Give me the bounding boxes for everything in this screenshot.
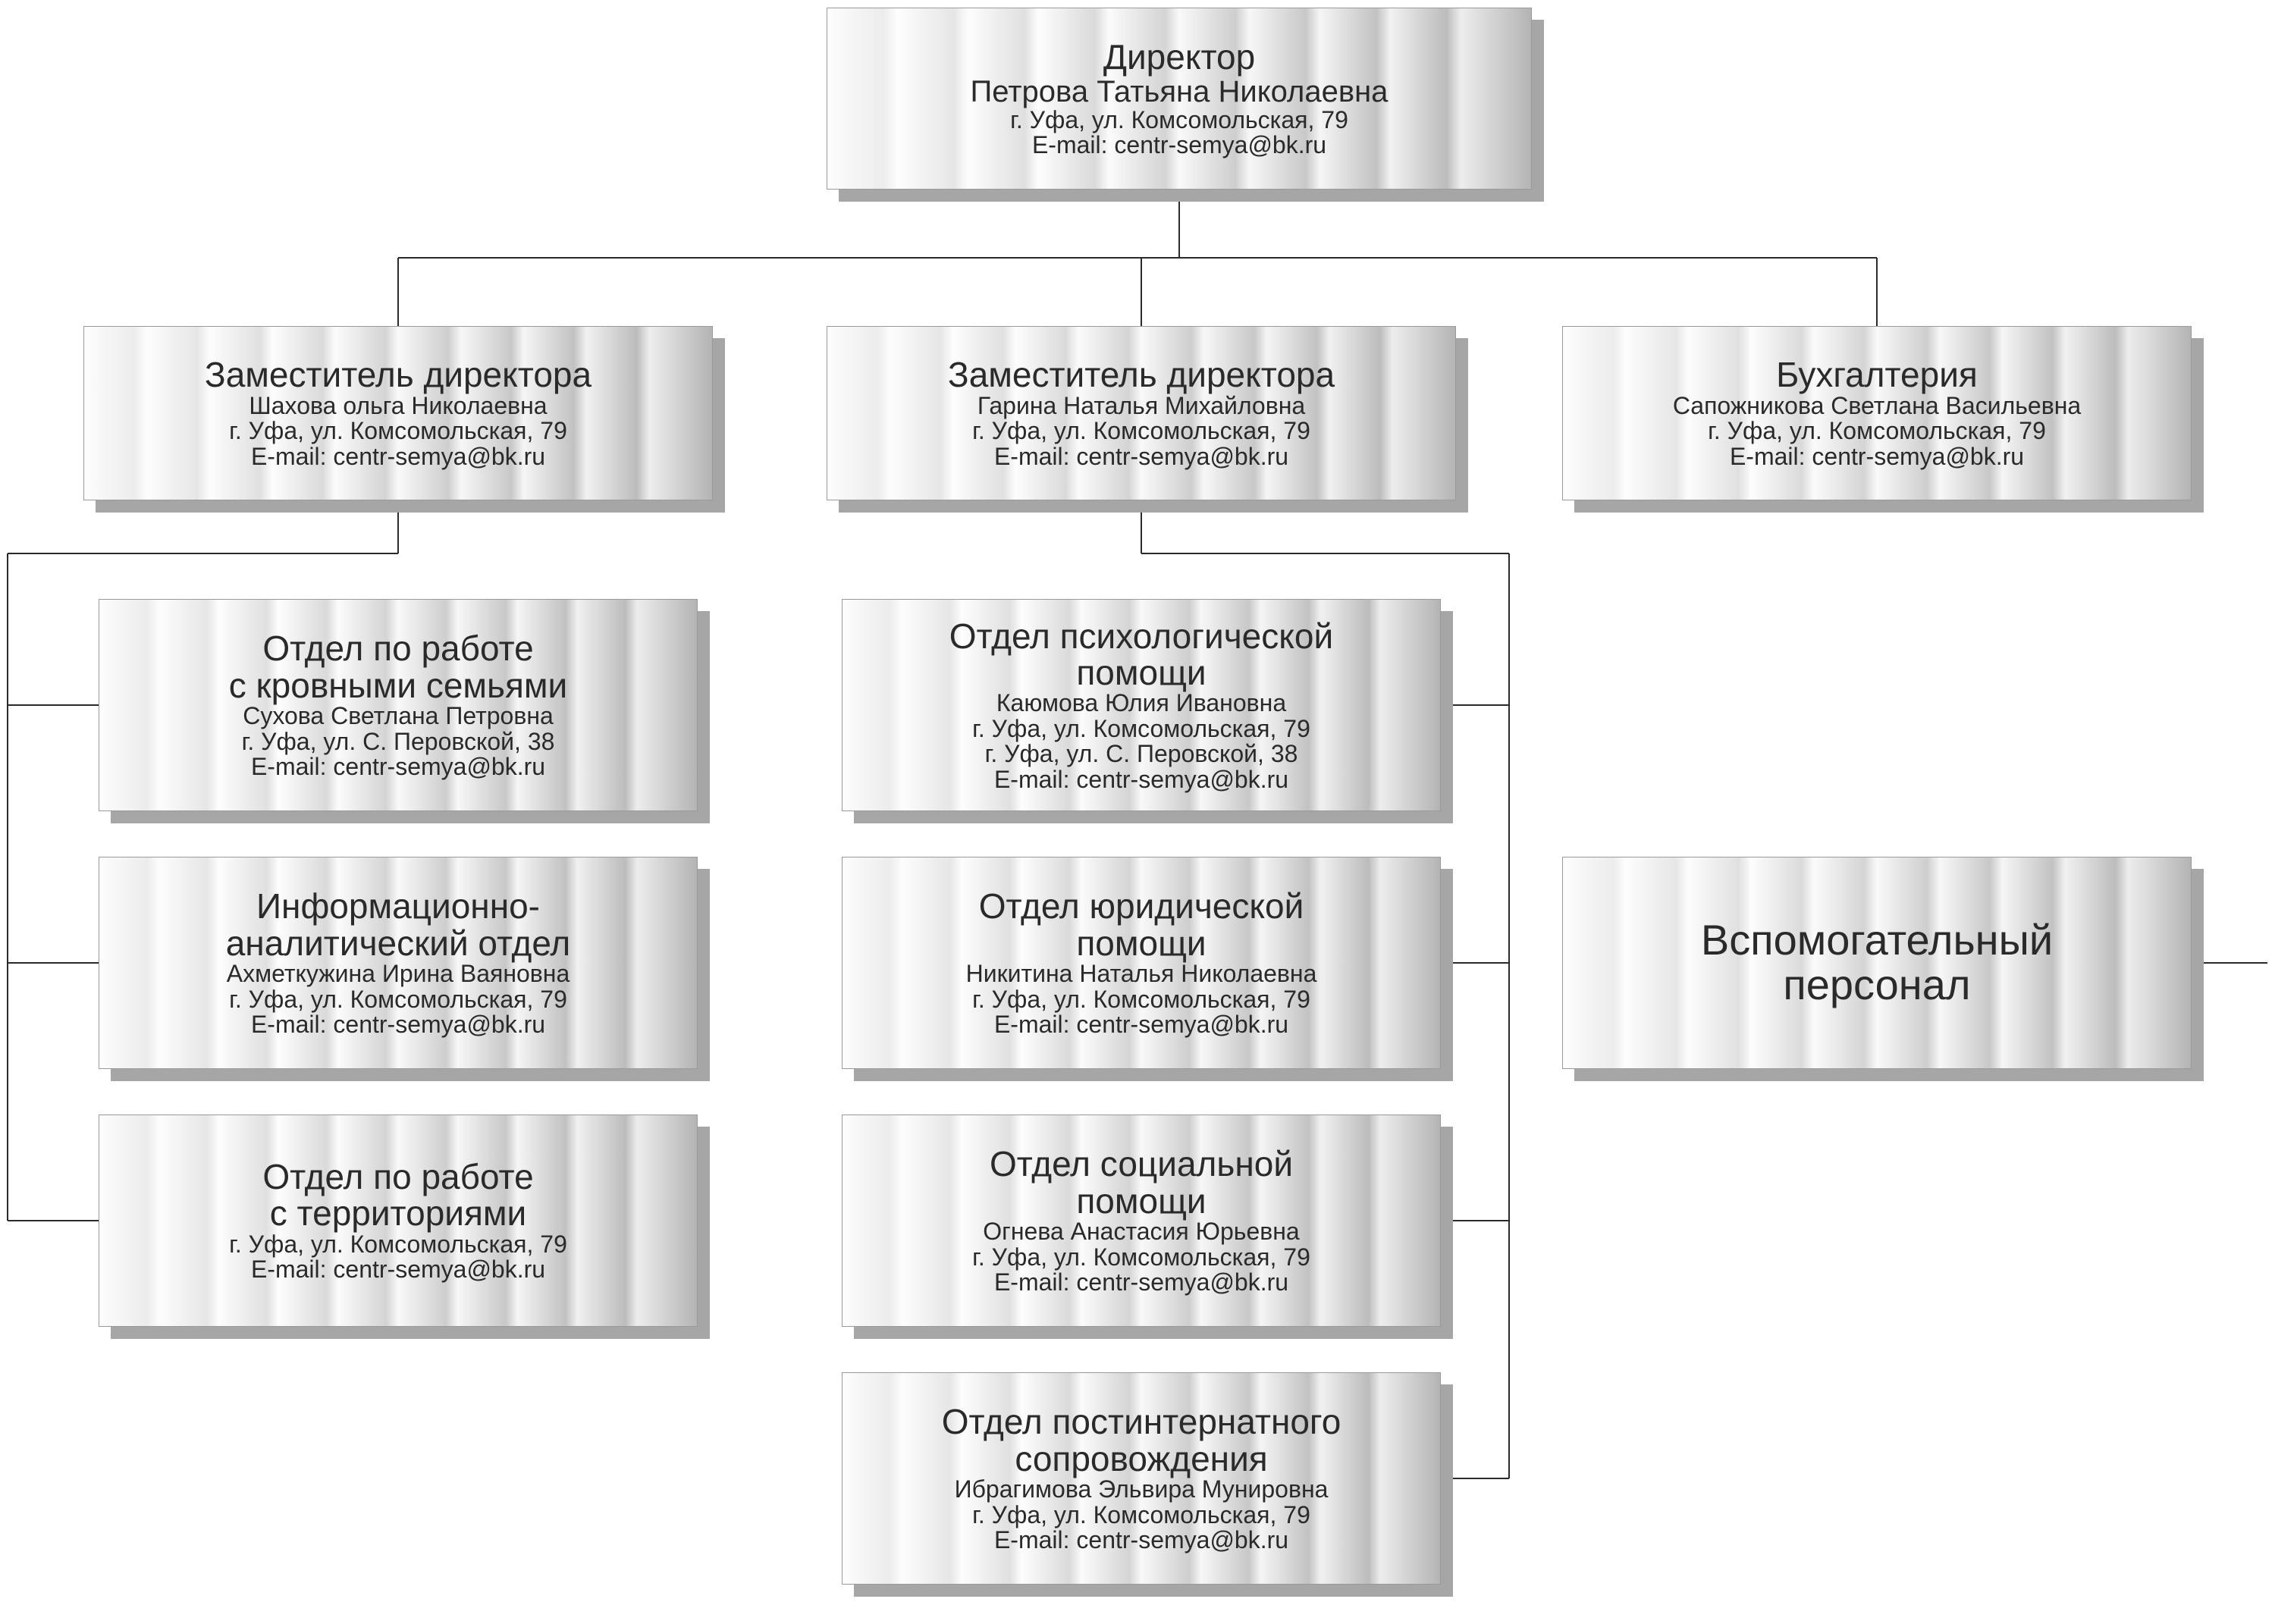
node-face: Заместитель директора Гарина Наталья Мих… [827, 326, 1456, 500]
node-face: Вспомогательный персонал [1562, 857, 2192, 1069]
node-title-l1: Отдел социальной [990, 1146, 1293, 1182]
node-dept-psychology: Отдел психологической помощи Каюмова Юли… [842, 599, 1453, 823]
node-face: Отдел юридической помощи Никитина Наталь… [842, 857, 1441, 1069]
node-address: г. Уфа, ул. Комсомольская, 79 [229, 987, 567, 1013]
node-face: Отдел социальной помощи Огнева Анастасия… [842, 1115, 1441, 1327]
node-person: Никитина Наталья Николаевна [966, 961, 1317, 987]
node-email: E-mail: centr-semya@bk.ru [994, 767, 1288, 793]
node-title-l2: с кровными семьями [229, 667, 567, 704]
node-dept-postinternat: Отдел постинтернатного сопровождения Ибр… [842, 1372, 1453, 1597]
node-email: E-mail: centr-semya@bk.ru [994, 1012, 1288, 1038]
node-title: Директор [1103, 39, 1255, 75]
node-address-1: г. Уфа, ул. Комсомольская, 79 [972, 716, 1310, 742]
node-email: E-mail: centr-semya@bk.ru [994, 444, 1288, 470]
node-director: Директор Петрова Татьяна Николаевна г. У… [827, 8, 1544, 202]
node-face: Заместитель директора Шахова ольга Никол… [83, 326, 713, 500]
node-address: г. Уфа, ул. Комсомольская, 79 [229, 1232, 567, 1258]
node-address: г. Уфа, ул. Комсомольская, 79 [972, 419, 1310, 444]
node-accounting: Бухгалтерия Сапожникова Светлана Василье… [1562, 326, 2204, 513]
node-person: Ибрагимова Эльвира Мунировна [955, 1477, 1329, 1503]
node-address: г. Уфа, ул. Комсомольская, 79 [972, 1245, 1310, 1271]
node-email: E-mail: centr-semya@bk.ru [251, 1257, 545, 1283]
node-face: Бухгалтерия Сапожникова Светлана Василье… [1562, 326, 2192, 500]
node-face: Отдел постинтернатного сопровождения Ибр… [842, 1372, 1441, 1585]
node-title: Заместитель директора [948, 356, 1335, 393]
node-email: E-mail: centr-semya@bk.ru [251, 444, 545, 470]
node-title-l1: Информационно- [256, 888, 540, 924]
node-address-2: г. Уфа, ул. С. Перовской, 38 [985, 741, 1298, 767]
node-title-l2: помощи [1076, 654, 1206, 691]
node-title-l1: Отдел постинтернатного [942, 1403, 1341, 1440]
node-deputy-1: Заместитель директора Шахова ольга Никол… [83, 326, 725, 513]
node-address: г. Уфа, ул. Комсомольская, 79 [972, 1503, 1310, 1528]
node-person: Сухова Светлана Петровна [243, 704, 554, 729]
node-title-l1: Отдел по работе [262, 1158, 533, 1195]
node-title-l2: персонал [1783, 963, 1970, 1008]
node-dept-social: Отдел социальной помощи Огнева Анастасия… [842, 1115, 1453, 1339]
node-email: E-mail: centr-semya@bk.ru [1032, 133, 1326, 158]
node-title-l1: Вспомогательный [1701, 918, 2053, 963]
node-face: Отдел по работе с территориями г. Уфа, у… [99, 1115, 698, 1327]
node-address: г. Уфа, ул. Комсомольская, 79 [1708, 419, 2046, 444]
node-person: Каюмова Юлия Ивановна [996, 691, 1286, 716]
node-email: E-mail: centr-semya@bk.ru [994, 1528, 1288, 1553]
org-chart-canvas: Директор Петрова Татьяна Николаевна г. У… [0, 0, 2275, 1624]
node-title-l2: аналитический отдел [226, 925, 571, 961]
node-face: Директор Петрова Татьяна Николаевна г. У… [827, 8, 1532, 190]
node-face: Отдел по работе с кровными семьями Сухов… [99, 599, 698, 811]
node-title-l2: помощи [1076, 925, 1206, 961]
node-person: Ахметкужина Ирина Ваяновна [227, 961, 570, 987]
node-deputy-2: Заместитель директора Гарина Наталья Мих… [827, 326, 1468, 513]
node-email: E-mail: centr-semya@bk.ru [251, 1012, 545, 1038]
node-dept-info-analytics: Информационно- аналитический отдел Ахмет… [99, 857, 710, 1081]
node-support-staff: Вспомогательный персонал [1562, 857, 2204, 1081]
node-dept-territories: Отдел по работе с территориями г. Уфа, у… [99, 1115, 710, 1339]
node-address: г. Уфа, ул. Комсомольская, 79 [229, 419, 567, 444]
node-title: Бухгалтерия [1776, 356, 1978, 393]
node-person: Сапожникова Светлана Васильевна [1673, 393, 2081, 419]
node-title-l2: с территориями [270, 1195, 526, 1231]
node-title-l2: помощи [1076, 1183, 1206, 1219]
node-email: E-mail: centr-semya@bk.ru [1730, 444, 2024, 470]
node-title-l1: Отдел психологической [949, 618, 1333, 654]
node-address: г. Уфа, ул. С. Перовской, 38 [242, 729, 555, 755]
node-person: Петрова Татьяна Николаевна [971, 76, 1389, 108]
node-person: Шахова ольга Николаевна [249, 393, 547, 419]
node-title-l1: Отдел по работе [262, 630, 533, 666]
node-person: Огнева Анастасия Юрьевна [983, 1219, 1299, 1245]
node-title: Заместитель директора [205, 356, 592, 393]
node-title-l1: Отдел юридической [979, 888, 1304, 924]
node-address: г. Уфа, ул. Комсомольская, 79 [1010, 108, 1348, 133]
node-email: E-mail: centr-semya@bk.ru [994, 1270, 1288, 1296]
node-email: E-mail: centr-semya@bk.ru [251, 754, 545, 780]
node-face: Информационно- аналитический отдел Ахмет… [99, 857, 698, 1069]
node-dept-blood-families: Отдел по работе с кровными семьями Сухов… [99, 599, 710, 823]
node-title-l2: сопровождения [1015, 1441, 1267, 1477]
node-address: г. Уфа, ул. Комсомольская, 79 [972, 987, 1310, 1013]
node-dept-legal: Отдел юридической помощи Никитина Наталь… [842, 857, 1453, 1081]
node-face: Отдел психологической помощи Каюмова Юли… [842, 599, 1441, 811]
node-person: Гарина Наталья Михайловна [977, 393, 1305, 419]
